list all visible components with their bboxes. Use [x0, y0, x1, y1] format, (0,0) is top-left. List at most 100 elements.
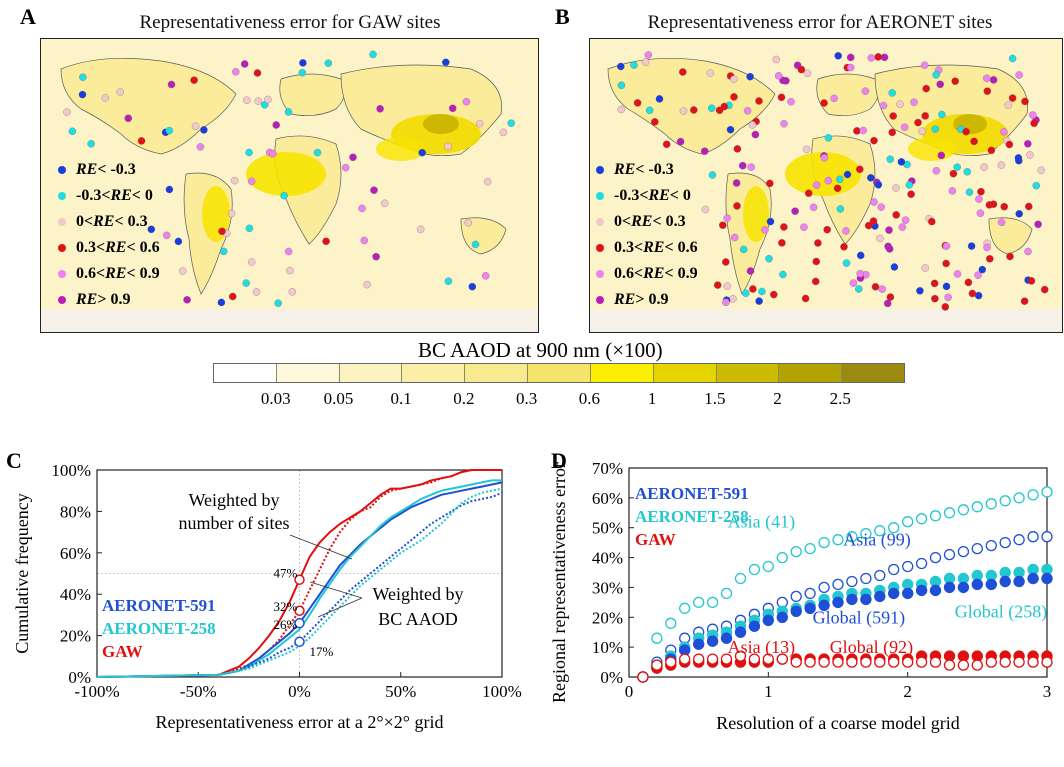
data-point: [915, 584, 928, 597]
site-marker: [802, 145, 811, 154]
site-marker: [232, 68, 240, 76]
data-point: [1041, 656, 1053, 668]
data-point: [985, 656, 997, 668]
data-point: [888, 563, 900, 576]
site-marker: [63, 108, 71, 116]
x-tick-label: -100%: [74, 682, 119, 701]
legend-label: 0.6<RE< 0.9: [76, 265, 160, 282]
site-marker: [730, 75, 738, 83]
legend-entry: 0.6<RE< 0.9: [596, 261, 698, 287]
site-marker: [284, 108, 293, 116]
data-point: [748, 563, 761, 576]
data-point: [999, 656, 1011, 668]
site-marker: [986, 255, 994, 263]
site-marker: [864, 221, 873, 230]
data-point: [902, 516, 914, 528]
data-point: [804, 602, 816, 615]
data-point: [902, 656, 914, 668]
site-marker: [645, 106, 654, 115]
site-marker: [676, 137, 685, 146]
site-marker: [870, 198, 878, 206]
site-marker: [800, 223, 808, 231]
site-marker: [755, 297, 763, 305]
data-point: [748, 653, 761, 665]
legend-entry: 0.3<RE< 0.6: [58, 235, 160, 261]
legend-label: 0.3<RE< 0.6: [614, 239, 698, 256]
site-marker: [780, 223, 788, 231]
site-marker: [746, 267, 755, 275]
data-point: [860, 528, 872, 540]
legend-dot-icon: [596, 192, 604, 200]
site-marker: [867, 174, 875, 182]
marker-circle: [294, 636, 305, 648]
colorbar-tick-label: 0.03: [260, 389, 291, 408]
data-point: [804, 542, 816, 555]
site-marker: [983, 74, 991, 83]
site-markers: [63, 50, 515, 307]
x-tick-label: 50%: [385, 682, 416, 701]
data-point: [971, 659, 983, 671]
data-point: [1027, 656, 1039, 668]
data-point: [818, 581, 830, 594]
site-marker: [883, 299, 892, 308]
site-marker: [220, 247, 228, 256]
site-marker: [824, 176, 833, 185]
colorbar-tick-label: 0.1: [390, 389, 412, 408]
colorbar-cell: [339, 364, 403, 382]
site-marker: [886, 155, 894, 163]
data-point: [720, 587, 733, 600]
site-marker: [217, 298, 226, 307]
data-point: [637, 671, 649, 683]
marker-circle: [294, 574, 305, 585]
site-marker: [78, 90, 87, 99]
site-marker: [900, 123, 909, 131]
annotation-sites: Weighted by: [188, 490, 279, 510]
site-marker: [953, 270, 962, 278]
data-point: [1027, 572, 1039, 585]
data-point: [888, 587, 900, 600]
chart-c: -100% -50% 0% 50% 100% 0% 20% 40% 60% 80% 100% Repr…: [12, 461, 522, 732]
data-point: [985, 578, 997, 591]
site-marker: [758, 287, 766, 296]
data-point: [762, 614, 775, 627]
site-marker: [823, 225, 831, 234]
site-marker: [765, 254, 773, 263]
site-marker: [641, 58, 650, 66]
site-marker: [227, 209, 236, 218]
site-marker: [1026, 151, 1034, 159]
site-marker: [766, 179, 774, 188]
site-marker: [252, 288, 261, 296]
site-marker: [846, 53, 855, 62]
site-marker: [1030, 119, 1038, 128]
site-marker: [746, 72, 754, 81]
site-marker: [462, 97, 471, 106]
site-marker: [471, 240, 480, 249]
series-asia-41-: [637, 486, 1053, 683]
site-marker: [79, 73, 87, 81]
site-marker: [833, 184, 842, 193]
data-point: [985, 539, 997, 552]
marker-circle: [294, 605, 305, 617]
site-marker: [729, 295, 737, 303]
legend-label: 0.3<RE< 0.6: [76, 239, 160, 256]
site-marker: [733, 202, 741, 210]
data-point: [679, 653, 691, 665]
site-marker: [165, 185, 174, 194]
site-marker: [878, 285, 886, 293]
site-marker: [856, 165, 864, 174]
y-tick-label: 20%: [60, 627, 91, 646]
site-marker: [483, 177, 492, 186]
site-marker: [1024, 140, 1032, 148]
legend-entry: -0.3<RE< 0: [58, 183, 160, 209]
legend-dot-icon: [596, 270, 604, 278]
map-b-canvas: [590, 39, 1062, 332]
site-marker: [280, 191, 288, 200]
legend-label: AERONET-591: [635, 484, 749, 503]
site-marker: [1014, 154, 1023, 162]
site-marker: [137, 137, 146, 145]
colorbar-tick-label: 1.5: [704, 389, 726, 408]
site-marker: [713, 281, 722, 289]
site-marker: [942, 242, 951, 250]
data-point: [693, 653, 705, 665]
annotation-aaod: Weighted by: [372, 584, 463, 604]
